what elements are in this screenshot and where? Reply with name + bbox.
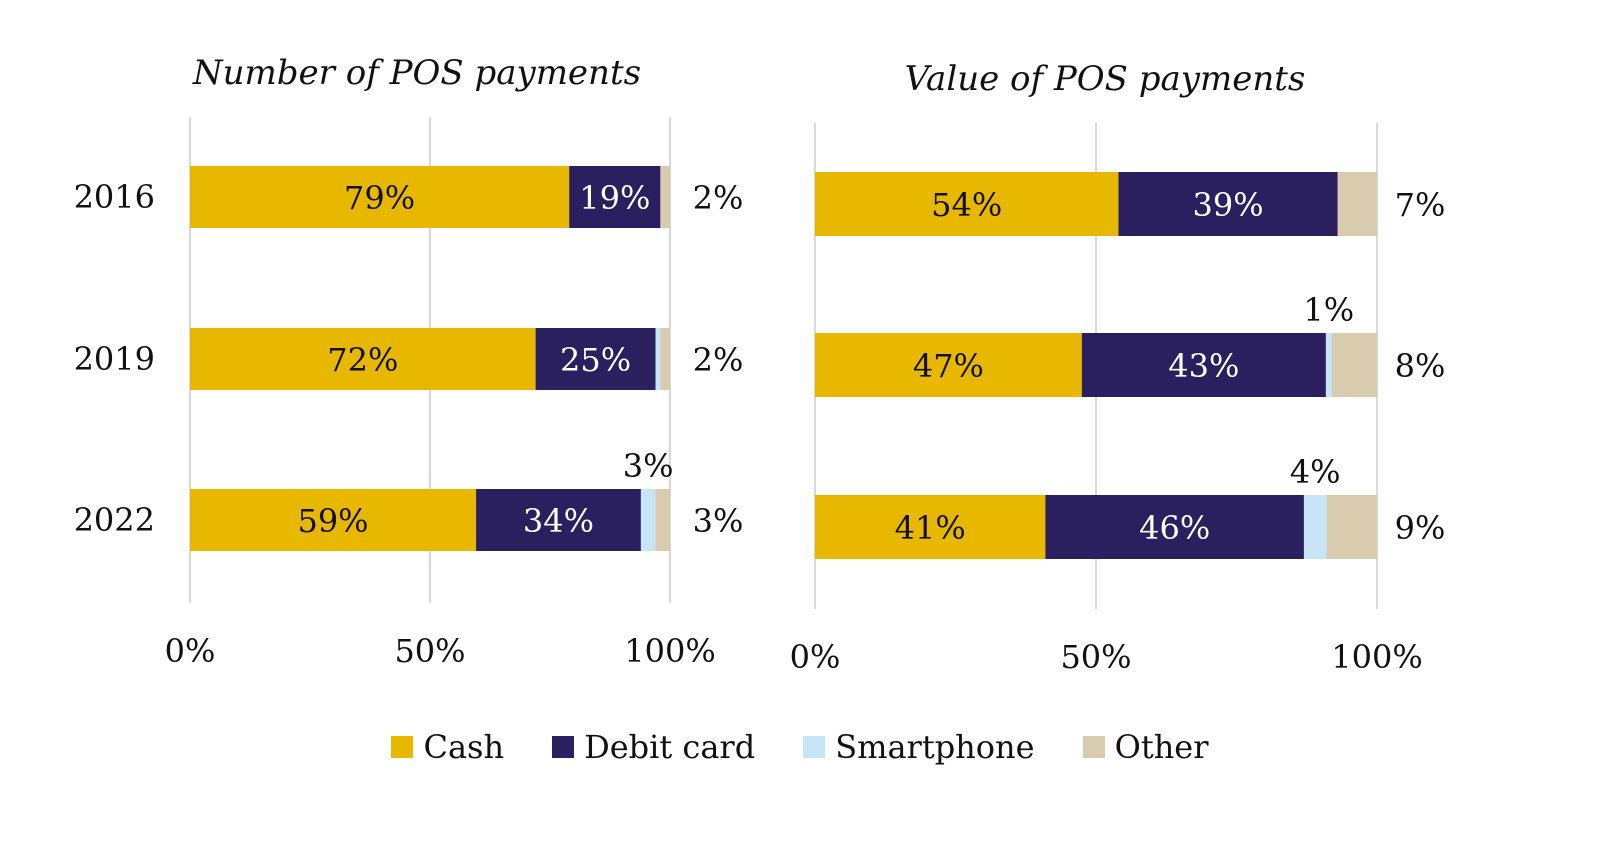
legend-label-other: Other [1114,728,1209,766]
bar-cash [815,172,1119,236]
legend-item-other: Other [1082,728,1209,766]
bar-smartphone [640,489,656,551]
data-label-cash: 41% [895,509,966,547]
legend-swatch-debit-card [552,736,575,758]
legend-label-cash: Cash [423,728,505,766]
y-category-label: 2019 [74,340,155,378]
data-label-debit-card: 39% [1193,186,1264,224]
bar-smartphone [655,328,661,390]
bar-debit-card [476,489,641,551]
data-label-debit-card: 34% [523,502,594,540]
data-label-debit-card: 19% [579,179,650,217]
chart-title: Value of POS payments [905,59,1306,99]
data-label-smartphone: 1% [1303,291,1354,329]
x-tick-label: 50% [1060,638,1131,676]
bar-other [660,328,670,390]
data-label-debit-card: 46% [1139,509,1210,547]
y-category-label: 2016 [74,178,155,216]
bar-cash [815,495,1046,559]
data-label-smartphone: 3% [623,447,674,485]
data-label-other: 9% [1395,509,1446,547]
legend: Cash Debit card Smartphone Other [0,728,1600,766]
data-label-cash: 79% [344,179,415,217]
x-tick-label: 100% [1331,638,1422,676]
data-label-debit-card: 43% [1168,347,1239,385]
data-label-other: 3% [693,502,744,540]
bar-debit-card [1081,333,1326,397]
bar-other [1331,333,1377,397]
bar-cash [190,166,570,228]
data-label-cash: 59% [297,502,368,540]
legend-label-smartphone: Smartphone [835,728,1035,766]
data-label-other: 8% [1395,347,1446,385]
bar-other [655,489,670,551]
data-label-debit-card: 25% [560,341,631,379]
x-tick-label: 50% [394,632,465,670]
bar-smartphone [1325,333,1332,397]
x-tick-label: 0% [790,638,841,676]
data-label-smartphone: 4% [1290,453,1341,491]
bar-debit-card [1045,495,1304,559]
bar-debit-card [1118,172,1338,236]
data-label-cash: 54% [931,186,1002,224]
y-category-label: 2022 [74,501,155,539]
legend-item-smartphone: Smartphone [803,728,1035,766]
data-label-other: 2% [693,341,744,379]
data-label-other: 7% [1395,186,1446,224]
legend-item-debit-card: Debit card [552,728,755,766]
legend-swatch-cash [391,736,414,758]
bar-smartphone [1303,495,1327,559]
legend-item-cash: Cash [391,728,504,766]
x-tick-label: 0% [165,632,216,670]
legend-swatch-smartphone [803,736,826,758]
bar-other [1326,495,1377,559]
bar-other [1337,172,1377,236]
bar-debit-card [535,328,656,390]
bar-other [660,166,670,228]
data-label-cash: 47% [913,347,984,385]
chart-title: Number of POS payments [192,53,641,93]
bar-cash [815,333,1082,397]
legend-swatch-other [1082,736,1105,758]
bar-debit-card [569,166,661,228]
bar-cash [190,489,477,551]
data-label-cash: 72% [327,341,398,379]
bar-cash [190,328,536,390]
legend-label-debit-card: Debit card [584,728,756,766]
x-tick-label: 100% [624,632,715,670]
data-label-other: 2% [693,179,744,217]
chart-svg: Number of POS payments 0% 50% 100% 2016 2019 2… [74,53,1446,676]
